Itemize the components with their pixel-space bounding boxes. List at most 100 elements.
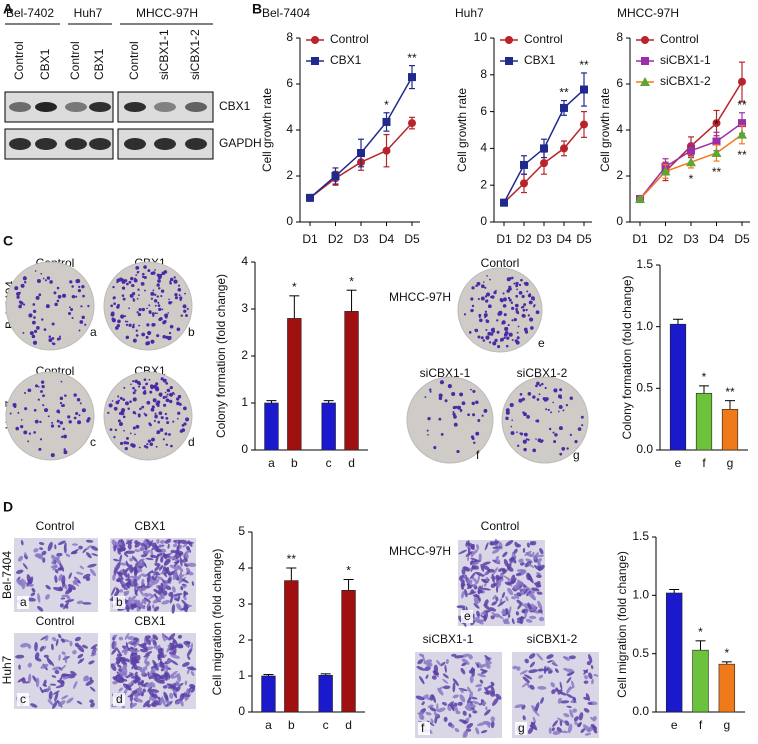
image-title: siCBX1-2 [527,632,578,646]
colony [145,382,148,386]
colony [438,417,442,421]
cell [160,570,167,575]
colony [68,420,72,424]
y-tick-label: 8 [616,30,623,44]
colony [109,428,113,431]
cell [507,582,513,585]
colony [497,345,501,349]
colony [515,281,519,286]
cell [536,581,541,585]
cell [15,654,25,659]
colony [166,393,169,396]
colony [50,424,55,428]
cell [119,544,126,552]
colony [480,296,485,301]
bar [695,392,713,451]
cell [467,686,472,693]
colony [42,277,45,280]
marker [641,57,649,65]
colony [151,312,155,316]
cell [503,617,509,625]
colony [149,423,152,427]
colony [580,415,584,419]
cell [139,545,146,552]
cell [152,639,157,647]
cell [463,566,470,572]
colony [535,438,537,440]
colony [179,296,183,300]
cell [113,558,120,562]
colony [34,270,37,272]
cell [153,645,158,649]
cell [489,607,497,612]
colony [164,391,167,394]
colony [120,410,123,413]
cell [34,652,40,660]
colony [28,432,32,435]
cell [151,693,159,699]
colony [44,408,49,413]
colony [518,290,523,295]
cell [477,673,486,678]
colony [519,432,522,435]
plate [406,376,494,464]
x-tick-label: D4 [709,232,725,246]
cell [148,583,153,588]
cell [47,699,54,706]
y-tick-label: 4 [286,122,293,136]
cell [60,597,66,600]
cell [141,683,146,687]
colony [157,420,161,424]
cell [456,605,466,609]
lane-label: siCBX1-1 [157,29,171,80]
marker [408,73,416,82]
colony [118,421,123,426]
colony [565,403,569,407]
cell [40,663,49,669]
marker [331,172,340,180]
cell [514,704,524,709]
cell [114,590,120,597]
cell [160,667,165,672]
cell [177,539,181,546]
cell [502,551,508,558]
cell [169,556,176,560]
colony [540,439,544,443]
cell [464,588,468,598]
colony [170,444,173,448]
cell [88,660,95,665]
cell [465,542,468,547]
cell [159,647,164,652]
colony [27,388,32,393]
colony [522,308,526,312]
y-axis-label: Colony formation (fold change) [620,275,634,439]
cell [179,699,184,707]
colony [37,398,40,401]
colony [77,420,82,425]
blot-band [89,138,111,150]
cell [73,680,78,689]
colony [73,393,77,397]
colony [508,332,513,337]
cell [74,642,79,647]
colony [147,330,152,336]
cell [552,659,557,666]
colony [145,341,150,346]
cell [515,572,522,576]
colony [44,279,48,282]
colony [134,277,137,280]
cell [163,691,169,701]
cell [119,657,127,661]
colony [40,380,45,384]
cell [551,727,555,732]
cell [476,661,483,669]
cell [124,633,130,640]
lane-label: Control [68,41,82,80]
cell [20,642,30,648]
cell [59,676,63,682]
colony [38,447,42,451]
colony [119,441,124,446]
y-tick-label: 4 [238,560,245,574]
colony [514,303,519,308]
cell [421,701,425,706]
